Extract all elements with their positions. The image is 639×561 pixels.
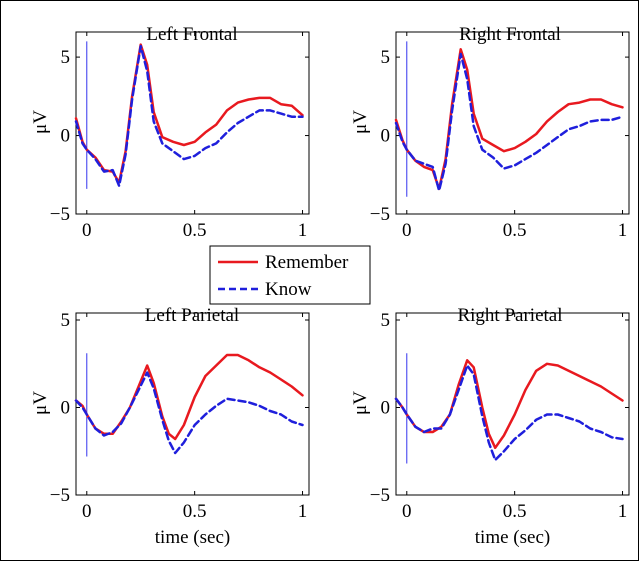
legend-label-know: Know [265, 279, 312, 300]
y-axis-label: μV [350, 391, 371, 415]
series-line-remember [394, 48, 624, 191]
x-tick-label: 0 [402, 220, 412, 241]
y-tick-label: 5 [381, 310, 391, 331]
x-axis-label: time (sec) [475, 527, 550, 548]
series-line-know [394, 52, 624, 192]
legend: Remember Know [209, 245, 371, 305]
y-tick-label: −5 [50, 485, 70, 506]
series-group [74, 353, 304, 457]
tick-group: 0 0.5 1 −5 0 5 [370, 32, 629, 241]
panel-right-parietal: Right Parietal μV time (sec) 0 0.5 1 −5 0 5 [350, 305, 630, 548]
tick-group: 0 0.5 1 −5 0 5 [50, 310, 309, 522]
y-tick-label: −5 [50, 204, 70, 225]
tick-group: 0 0.5 1 −5 0 5 [370, 310, 629, 522]
panel-title: Left Frontal [146, 24, 237, 45]
series-group [394, 41, 624, 197]
y-tick-label: 0 [381, 398, 391, 419]
panel-title: Left Parietal [145, 305, 239, 326]
y-tick-label: −5 [370, 485, 390, 506]
series-line-know [74, 371, 304, 455]
panel-title: Right Parietal [457, 305, 562, 326]
y-axis-label: μV [30, 391, 51, 415]
x-tick-label: 0.5 [183, 220, 207, 241]
x-tick-label: 1 [618, 220, 628, 241]
axes-box [395, 312, 630, 496]
series-group [394, 353, 624, 464]
y-tick-label: 0 [61, 398, 71, 419]
y-tick-label: 0 [381, 126, 391, 147]
y-tick-label: −5 [370, 204, 390, 225]
y-axis-label: μV [350, 110, 371, 134]
x-tick-label: 1 [298, 220, 308, 241]
y-tick-label: 5 [381, 47, 391, 68]
series-group [74, 41, 304, 189]
y-tick-label: 5 [61, 47, 71, 68]
series-line-know [74, 44, 304, 188]
x-tick-label: 1 [618, 501, 628, 522]
panel-right-frontal: Right Frontal μV 0 0.5 1 −5 0 5 [350, 24, 630, 241]
tick-group: 0 0.5 1 −5 0 5 [50, 32, 309, 241]
y-tick-label: 5 [61, 310, 71, 331]
x-tick-label: 1 [298, 501, 308, 522]
x-tick-label: 0 [82, 220, 92, 241]
panel-title: Right Frontal [459, 24, 561, 45]
x-tick-label: 0.5 [503, 501, 527, 522]
x-axis-label: time (sec) [155, 527, 230, 548]
x-tick-label: 0 [402, 501, 412, 522]
series-line-know [394, 364, 624, 462]
panel-left-frontal: Left Frontal μV 0 0.5 1 −5 0 5 [30, 24, 310, 241]
y-tick-label: 0 [61, 126, 71, 147]
x-tick-label: 0.5 [183, 501, 207, 522]
legend-box [209, 245, 371, 305]
x-tick-label: 0.5 [503, 220, 527, 241]
axes-box [75, 312, 310, 496]
y-axis-label: μV [30, 110, 51, 134]
legend-label-remember: Remember [265, 252, 349, 273]
panel-left-parietal: Left Parietal μV time (sec) 0 0.5 1 −5 0 5 [30, 305, 310, 548]
x-tick-label: 0 [82, 501, 92, 522]
